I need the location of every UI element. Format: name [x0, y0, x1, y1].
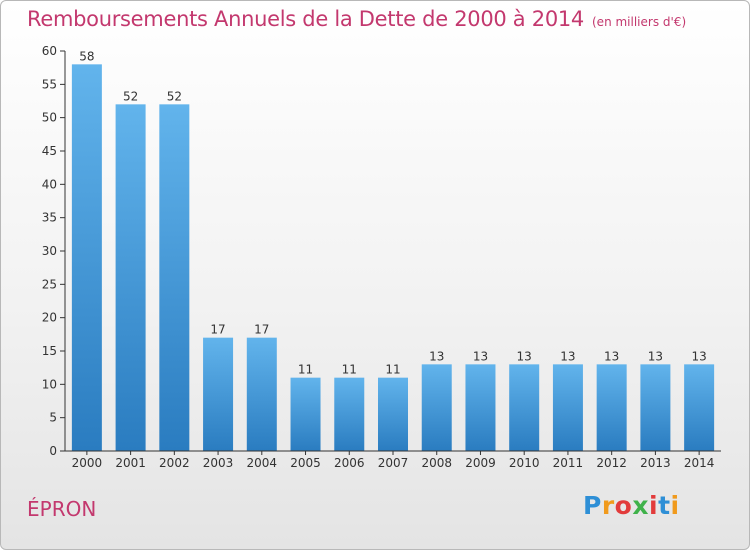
logo-letter: r — [601, 491, 615, 520]
chart-title-text: Remboursements Annuels de la Dette de 20… — [27, 7, 584, 31]
y-tick-label-50: 50 — [42, 111, 57, 125]
data-label-2013: 13 — [648, 349, 663, 363]
data-label-2003: 17 — [210, 323, 225, 337]
x-tick-label-2000: 2000 — [72, 456, 103, 470]
y-tick-label-45: 45 — [42, 144, 57, 158]
bar-2011 — [552, 364, 583, 451]
data-label-2012: 13 — [604, 349, 619, 363]
bar-2000 — [71, 64, 102, 452]
chart-title: Remboursements Annuels de la Dette de 20… — [27, 7, 686, 31]
data-label-2008: 13 — [429, 349, 444, 363]
bar-2014 — [684, 364, 715, 451]
bar-2004 — [246, 337, 277, 451]
x-tick-label-2010: 2010 — [509, 456, 540, 470]
data-label-2001: 52 — [123, 89, 138, 103]
bar-2003 — [203, 337, 234, 451]
logo-letter: x — [632, 491, 649, 520]
logo-letter: i — [649, 491, 659, 520]
logo-letter: i — [670, 491, 680, 520]
data-label-2007: 11 — [385, 363, 400, 377]
x-tick-label-2011: 2011 — [553, 456, 584, 470]
proxiti-logo: Proxiti — [583, 491, 680, 520]
y-tick-label-60: 60 — [42, 44, 57, 58]
x-tick-label-2004: 2004 — [247, 456, 278, 470]
data-label-2014: 13 — [691, 349, 706, 363]
data-label-2000: 58 — [79, 49, 94, 63]
data-label-2004: 17 — [254, 323, 269, 337]
x-tick-label-2001: 2001 — [115, 456, 146, 470]
data-label-2009: 13 — [473, 349, 488, 363]
x-tick-label-2013: 2013 — [640, 456, 671, 470]
bar-2005 — [290, 377, 321, 451]
x-tick-label-2002: 2002 — [159, 456, 190, 470]
x-tick-label-2006: 2006 — [334, 456, 365, 470]
x-tick-label-2014: 2014 — [684, 456, 715, 470]
y-tick-label-30: 30 — [42, 244, 57, 258]
y-tick-label-55: 55 — [42, 77, 57, 91]
logo-letter: t — [658, 491, 671, 520]
x-tick-label-2012: 2012 — [596, 456, 627, 470]
x-tick-label-2007: 2007 — [378, 456, 409, 470]
bar-2002 — [159, 104, 190, 451]
bar-2001 — [115, 104, 146, 451]
chart-subtitle: (en milliers d'€) — [592, 15, 687, 29]
bar-2010 — [509, 364, 540, 451]
bar-2013 — [640, 364, 671, 451]
y-tick-label-0: 0 — [49, 444, 57, 458]
bar-2012 — [596, 364, 627, 451]
bar-2008 — [421, 364, 452, 451]
y-tick-label-20: 20 — [42, 311, 57, 325]
x-tick-label-2008: 2008 — [421, 456, 452, 470]
x-tick-label-2003: 2003 — [203, 456, 234, 470]
bar-2006 — [334, 377, 365, 451]
y-tick-label-10: 10 — [42, 377, 57, 391]
data-label-2002: 52 — [167, 89, 182, 103]
y-tick-label-25: 25 — [42, 277, 57, 291]
y-tick-label-5: 5 — [49, 411, 57, 425]
logo-letter: o — [614, 491, 633, 520]
logo-letter: P — [583, 491, 602, 520]
data-label-2010: 13 — [517, 349, 532, 363]
y-tick-label-40: 40 — [42, 177, 57, 191]
data-label-2006: 11 — [342, 363, 357, 377]
data-label-2011: 13 — [560, 349, 575, 363]
bar-2009 — [465, 364, 496, 451]
bar-2007 — [378, 377, 408, 451]
commune-name: ÉPRON — [27, 497, 97, 521]
data-label-2005: 11 — [298, 363, 313, 377]
x-tick-label-2009: 2009 — [465, 456, 496, 470]
x-tick-label-2005: 2005 — [290, 456, 321, 470]
y-tick-label-35: 35 — [42, 211, 57, 225]
y-tick-label-15: 15 — [42, 344, 57, 358]
